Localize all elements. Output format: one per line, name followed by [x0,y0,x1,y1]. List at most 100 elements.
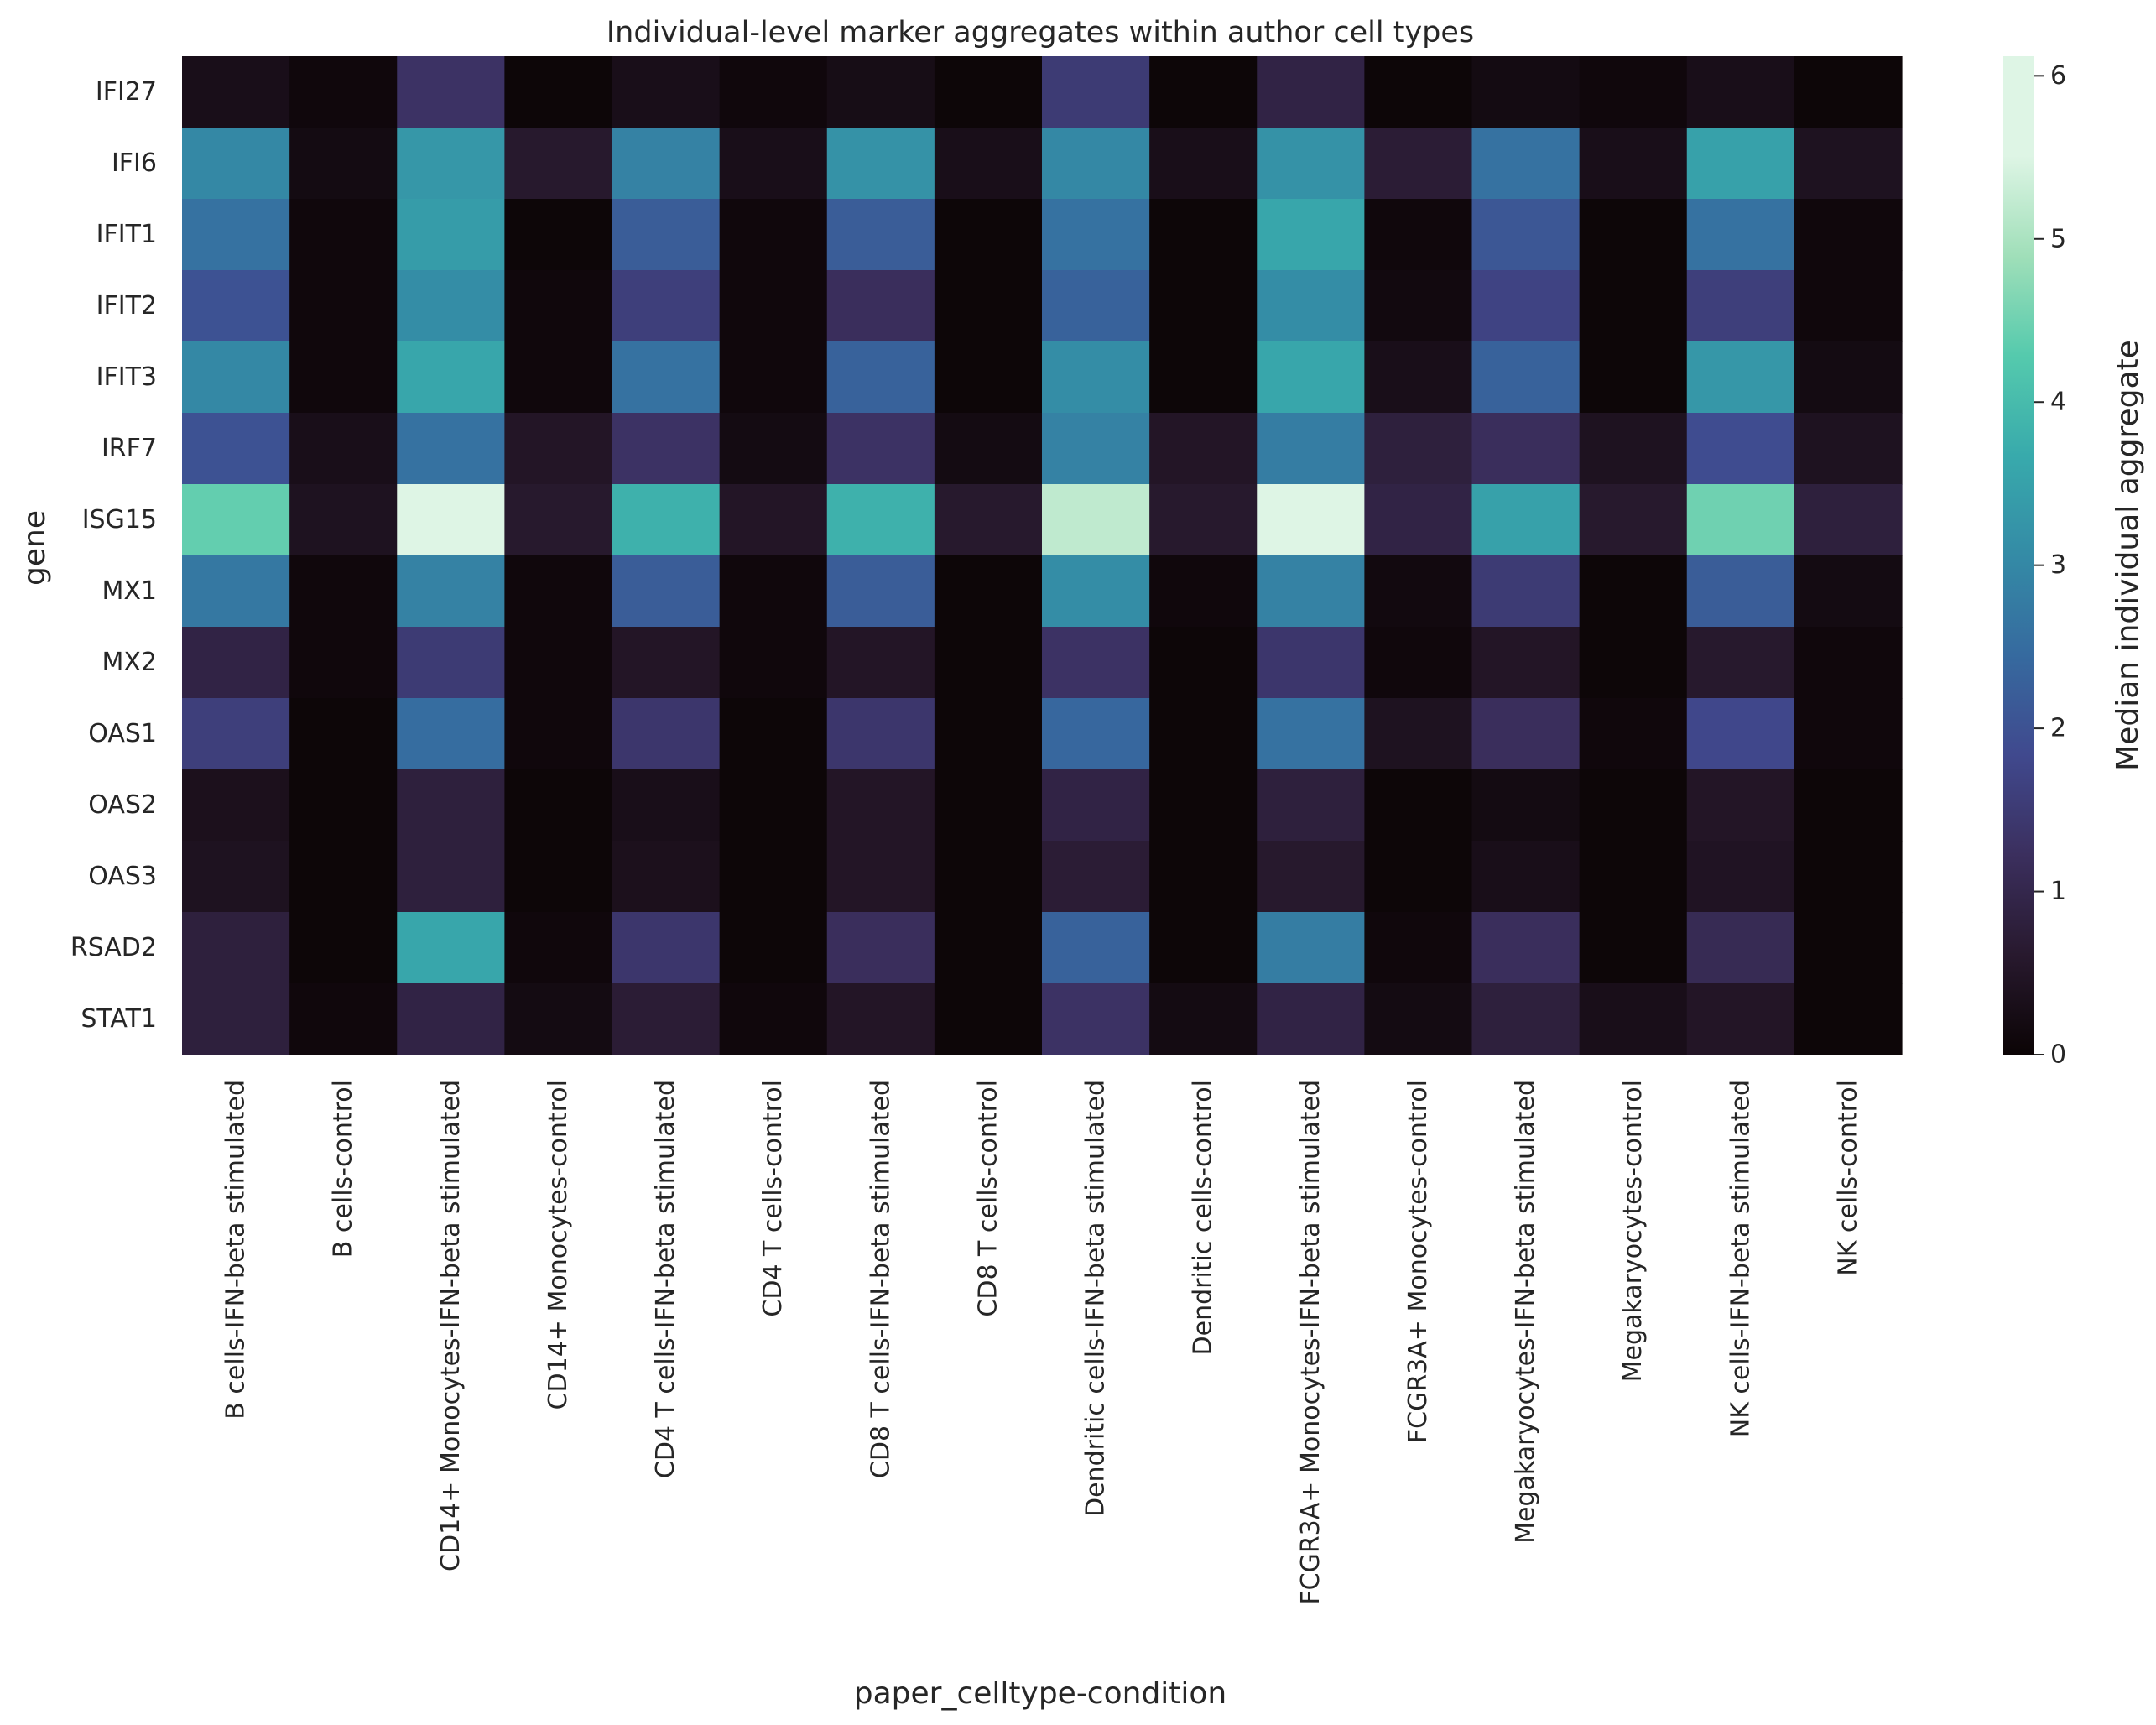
x-axis-label: paper_celltype-condition [854,1676,1227,1711]
column-label: Megakaryocytes-IFN-beta stimulated [1511,1080,1540,1544]
heatmap-cell [504,341,613,414]
row-label: IFIT1 [96,220,157,249]
heatmap-cell [289,841,398,913]
heatmap-cell [1471,912,1581,984]
heatmap-cell [826,199,935,271]
column-label: B cells-IFN-beta stimulated [221,1080,251,1420]
heatmap-cell [1257,413,1365,485]
heatmap-cell [826,698,935,770]
heatmap-cell [612,912,721,984]
heatmap-cell [1471,769,1581,842]
row-labels: IFI27 IFI6 IFIT1 IFIT2 IFIT3 IRF7 ISG15 MX1 MX2 O… [70,77,157,1034]
heatmap-cell [1686,199,1795,271]
heatmap-cell [182,56,290,128]
column-label: Dendritic cells-IFN-beta stimulated [1081,1080,1111,1517]
row-label: IFI6 [112,149,157,178]
heatmap-cell [1471,270,1581,342]
heatmap-cell [934,413,1043,485]
heatmap-cell [719,698,828,770]
row-label: RSAD2 [70,933,157,962]
heatmap-cell [1686,413,1795,485]
heatmap-cell [1471,56,1581,128]
heatmap-cell [289,56,398,128]
heatmap-cell [1149,128,1258,200]
heatmap-cell [1579,484,1688,556]
heatmap-cell [1042,413,1150,485]
heatmap-cell [934,627,1043,699]
heatmap-cell [289,413,398,485]
colorbar-tick-label: 3 [2050,550,2066,580]
column-labels: B cells-IFN-beta stimulated B cells-contr… [221,1080,1863,1605]
column-label: Dendritic cells-control [1189,1080,1218,1355]
heatmap-cell [397,270,505,342]
heatmap-cell [1579,341,1688,414]
heatmap-cell [397,341,505,414]
heatmap-cell [826,769,935,842]
heatmap-cell [1471,983,1581,1055]
heatmap-cell [934,128,1043,200]
heatmap-cell [934,56,1043,128]
heatmap-cell [182,484,290,556]
heatmap-cell [397,698,505,770]
heatmap-cell [719,128,828,200]
column-label: CD8 T cells-control [973,1080,1002,1317]
heatmap-cell [504,56,613,128]
heatmap-cell [1042,199,1150,271]
heatmap-cell [1042,555,1150,628]
heatmap-cell [1579,56,1688,128]
heatmap-cell [1257,627,1365,699]
heatmap-cell [934,555,1043,628]
heatmap-cell [1149,199,1258,271]
heatmap-cell [504,128,613,200]
heatmap-cell [397,128,505,200]
heatmap-cell [1686,983,1795,1055]
heatmap-cell [1686,128,1795,200]
heatmap-cell [1149,413,1258,485]
heatmap-cell [1794,555,1903,628]
heatmap-cell [612,627,721,699]
heatmap-cell [289,627,398,699]
heatmap-cell [1257,698,1365,770]
heatmap-cell [504,912,613,984]
column-label: CD4 T cells-control [758,1080,788,1317]
heatmap-cell [182,627,290,699]
heatmap-cell [612,199,721,271]
heatmap-cell [1149,698,1258,770]
heatmap-cell [934,841,1043,913]
heatmap-cell [397,484,505,556]
heatmap-cell [612,698,721,770]
heatmap-cell [934,270,1043,342]
heatmap-cell [1257,841,1365,913]
heatmap-cell [719,627,828,699]
heatmap-cell [1794,270,1903,342]
heatmap-cell [826,413,935,485]
column-label: CD14+ Monocytes-control [544,1080,573,1410]
heatmap-cell [1257,199,1365,271]
colorbar [2003,56,2034,1055]
heatmap-cell [1257,341,1365,414]
heatmap-cell [1364,413,1473,485]
heatmap-cell [1364,484,1473,556]
heatmap-cell [182,128,290,200]
row-label: ISG15 [82,505,157,534]
heatmap-cell [934,769,1043,842]
heatmap-cell [1042,912,1150,984]
heatmap-cell [504,698,613,770]
heatmap-cell [1579,270,1688,342]
column-label: CD4 T cells-IFN-beta stimulated [651,1080,680,1478]
heatmap-cell [1364,56,1473,128]
heatmap-cell [1364,341,1473,414]
heatmap-cell [1149,555,1258,628]
heatmap-cell [934,912,1043,984]
row-label: IFI27 [96,77,157,107]
heatmap-cell [934,484,1043,556]
heatmap-cell [1042,769,1150,842]
heatmap-cell [1579,698,1688,770]
heatmap-cell [1042,841,1150,913]
heatmap-cell [934,983,1043,1055]
heatmap-cell [1364,128,1473,200]
heatmap-cell [1579,128,1688,200]
heatmap-cell [1149,484,1258,556]
heatmap-cell [1257,555,1365,628]
colorbar-tick-label: 6 [2050,61,2066,91]
